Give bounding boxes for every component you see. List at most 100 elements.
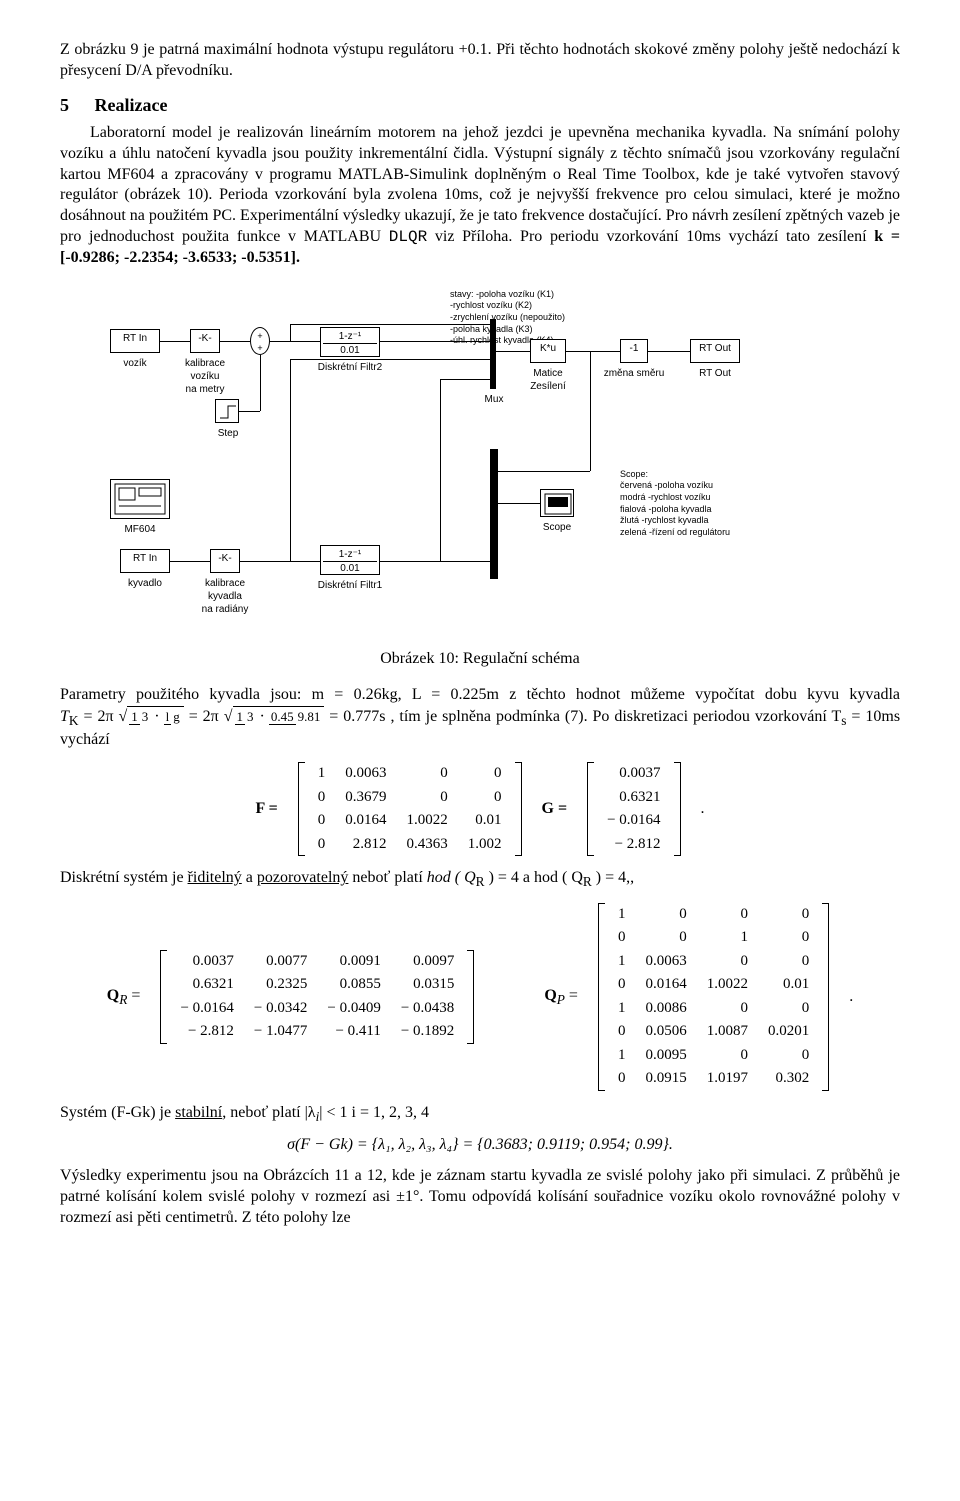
matrix-cell: 0.0037 — [597, 762, 670, 786]
rt-in2-box: RT In — [120, 549, 170, 573]
matrix-cell: 0 — [758, 903, 819, 927]
filter2-box: 1-z⁻¹ 0.01 — [320, 327, 380, 357]
matrix-cell: − 0.411 — [317, 1020, 390, 1044]
tk-equation: TK = 2π 13 · lg = 2π 13 · 0.459.81 = 0.7… — [60, 708, 390, 725]
matrix-cell: 0 — [697, 1044, 758, 1068]
hod1: hod ( Q — [427, 869, 476, 886]
matrix-cell: − 0.0409 — [317, 997, 390, 1021]
matrix-cell: 0.0855 — [317, 973, 390, 997]
matrix-cell: 0 — [608, 1067, 636, 1091]
QP-sub: P — [557, 992, 565, 1007]
matrix-cell: 2.812 — [335, 833, 396, 857]
f2-num: 1-z⁻¹ — [323, 330, 377, 343]
matrix-cell: 0 — [397, 762, 458, 786]
matrix-cell: 1 — [697, 926, 758, 950]
rt-out-box: RT Out — [690, 339, 740, 363]
p4c: neboť platí — [348, 869, 426, 886]
section-name: Realizace — [95, 95, 168, 115]
kalib-vozik-label: kalibrace vozíku na metry — [175, 357, 235, 396]
hodrr: R — [583, 875, 592, 890]
matrix-cell: − 0.0438 — [391, 997, 464, 1021]
matrix-cell: − 0.0342 — [244, 997, 317, 1021]
matrix-cell: 0.0037 — [170, 950, 243, 974]
matrix-cell: 0.0095 — [635, 1044, 696, 1068]
k-gain-2: -K- — [210, 549, 240, 573]
matrix-cell: 0 — [758, 926, 819, 950]
step-box — [215, 399, 239, 423]
matrix-cell: 0.0086 — [635, 997, 696, 1021]
pozorovatelny: pozorovatelný — [257, 869, 349, 886]
f2-den: 0.01 — [323, 343, 377, 357]
matrix-cell: 0.0915 — [635, 1067, 696, 1091]
riditelny: řiditelný — [188, 869, 242, 886]
figure-caption: Obrázek 10: Regulační schéma — [60, 649, 900, 670]
f1-num: 1-z⁻¹ — [323, 548, 377, 561]
mf604-box — [110, 479, 170, 519]
paragraph-realizace: Laboratorní model je realizován lineární… — [60, 123, 900, 269]
sum-block: ++ — [250, 327, 270, 355]
QRQP-matrices: QR = 0.00370.00770.00910.00970.63210.232… — [60, 903, 900, 1091]
simulink-diagram: RT In vozík -K- kalibrace vozíku na metr… — [90, 289, 870, 629]
QR-matrix: 0.00370.00770.00910.00970.63210.23250.08… — [160, 950, 474, 1044]
tk-T: T — [60, 708, 69, 725]
matrix-cell: 0 — [308, 833, 336, 857]
matrix-cell: − 2.812 — [170, 1020, 243, 1044]
para2a: Laboratorní model je realizován lineární… — [60, 124, 900, 245]
paragraph-stable: Systém (F-Gk) je stabilní, neboť platí |… — [60, 1103, 900, 1126]
G-label: G = — [542, 800, 568, 817]
sigma-equation: σ(F − Gk) = {λ₁, λ₂, λ₃, λ₄} = {0.3683; … — [60, 1135, 900, 1156]
matrix-cell: − 1.0477 — [244, 1020, 317, 1044]
matrix-cell: 0 — [608, 926, 636, 950]
scope-mux — [490, 449, 498, 579]
rt-out-label: RT Out — [690, 367, 740, 380]
p5b: , neboť platí |λ — [222, 1104, 315, 1121]
matrix-cell: 0 — [397, 786, 458, 810]
filter2-label: Diskrétní Filtr2 — [310, 361, 390, 374]
p4b: a — [242, 869, 257, 886]
matrix-cell: 0.0097 — [391, 950, 464, 974]
matrix-cell: 0 — [458, 762, 512, 786]
QR-sub: R — [119, 992, 127, 1007]
matrix-cell: 1.0087 — [697, 1020, 758, 1044]
mux-label: Mux — [482, 393, 506, 406]
matrix-cell: 0 — [608, 973, 636, 997]
tk-eq1: = 2π — [84, 708, 114, 725]
matrix-cell: 0.0063 — [335, 762, 396, 786]
matrix-cell: 1 — [608, 903, 636, 927]
kyvadlo-label: kyvadlo — [120, 577, 170, 590]
p4a: Diskrétní systém je — [60, 869, 188, 886]
kalib-kyv-label: kalibrace kyvadla na radiány — [195, 577, 255, 616]
FG-matrices: F = 10.00630000.36790000.01641.00220.010… — [60, 762, 900, 856]
p3a: Parametry použitého kyvadla jsou: m = 0.… — [60, 686, 900, 703]
hod2: ) = 4 a hod ( Q — [485, 869, 583, 886]
dot1: . — [701, 799, 705, 820]
matrix-cell: 0.0201 — [758, 1020, 819, 1044]
hod3: ) = 4,, — [592, 869, 634, 886]
scope-label: Scope — [536, 521, 578, 534]
filter1-box: 1-z⁻¹ 0.01 — [320, 545, 380, 575]
tk-sub: K — [69, 713, 79, 728]
matrix-cell: 0 — [308, 786, 336, 810]
matrix-cell: 0.0164 — [635, 973, 696, 997]
matrix-cell: 1.0022 — [697, 973, 758, 997]
p5a: Systém (F-Gk) je — [60, 1104, 175, 1121]
scope-box — [540, 489, 574, 517]
matrix-cell: 0.6321 — [170, 973, 243, 997]
d2: · — [260, 708, 265, 725]
matrix-cell: 0.302 — [758, 1067, 819, 1091]
QP-matrix: 1000001010.00630000.01641.00220.0110.008… — [598, 903, 829, 1091]
matrix-cell: − 2.812 — [597, 833, 670, 857]
matrix-cell: 0.2325 — [244, 973, 317, 997]
scope-legend: Scope: červená -poloha vozíku modrá -ryc… — [620, 469, 790, 539]
matrix-cell: 0.0506 — [635, 1020, 696, 1044]
matrix-cell: 0 — [758, 950, 819, 974]
matrix-cell: 0.4363 — [397, 833, 458, 857]
f3d: 3 — [245, 709, 256, 724]
QR-label: Q — [107, 987, 119, 1004]
tk-eq2: = 2π — [189, 708, 219, 725]
section-number: 5 — [60, 94, 90, 117]
matrix-cell: 0.01 — [458, 809, 512, 833]
matrix-cell: 0.6321 — [597, 786, 670, 810]
dot2: . — [849, 987, 853, 1008]
matrix-cell: 0.01 — [758, 973, 819, 997]
